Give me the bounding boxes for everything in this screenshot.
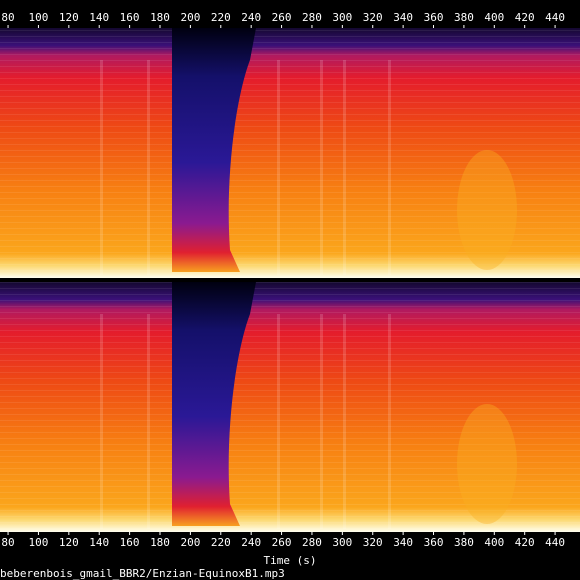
- x-tick-label: 400: [484, 536, 504, 549]
- x-tick-label: 360: [424, 11, 444, 24]
- x-tick-label: 400: [484, 11, 504, 24]
- file-caption: beberenbois_gmail_BBR2/Enzian-EquinoxB1.…: [0, 567, 285, 580]
- spectrogram-dip: [172, 28, 256, 272]
- x-tick-label: 140: [89, 536, 109, 549]
- x-tick-label: 80: [1, 11, 14, 24]
- x-tick-label: 240: [241, 536, 261, 549]
- x-tick-label: 380: [454, 11, 474, 24]
- x-tick-label: 100: [29, 536, 49, 549]
- x-tick-label: 280: [302, 11, 322, 24]
- x-tick-label: 220: [211, 11, 231, 24]
- x-tick-label: 380: [454, 536, 474, 549]
- spectrogram-region: [457, 404, 517, 524]
- x-tick-label: 180: [150, 11, 170, 24]
- x-tick-label: 160: [120, 11, 140, 24]
- x-axis-label: Time (s): [264, 554, 317, 567]
- x-tick-label: 200: [180, 11, 200, 24]
- x-tick-label: 80: [1, 536, 14, 549]
- x-tick-label: 300: [332, 536, 352, 549]
- x-tick-label: 420: [515, 11, 535, 24]
- spectrogram-transients: [100, 314, 391, 529]
- channel-2: [0, 282, 580, 532]
- x-tick-label: 440: [545, 536, 565, 549]
- spectrogram-transients: [100, 60, 391, 275]
- x-tick-label: 120: [59, 11, 79, 24]
- x-tick-label: 300: [332, 11, 352, 24]
- x-tick-label: 320: [363, 11, 383, 24]
- x-tick-label: 200: [180, 536, 200, 549]
- x-tick-label: 220: [211, 536, 231, 549]
- spectrogram-texture: [0, 282, 580, 532]
- x-tick-label: 320: [363, 536, 383, 549]
- x-tick-label: 140: [89, 11, 109, 24]
- x-tick-label: 120: [59, 536, 79, 549]
- channel-1: [0, 28, 580, 278]
- spectrogram-dip: [172, 282, 256, 526]
- x-tick-label: 260: [272, 536, 292, 549]
- spectrogram-region: [457, 150, 517, 270]
- x-tick-label: 260: [272, 11, 292, 24]
- x-tick-label: 440: [545, 11, 565, 24]
- x-tick-label: 180: [150, 536, 170, 549]
- x-tick-label: 160: [120, 536, 140, 549]
- spectrogram-texture: [0, 28, 580, 278]
- x-tick-label: 280: [302, 536, 322, 549]
- x-tick-label: 240: [241, 11, 261, 24]
- x-tick-label: 340: [393, 536, 413, 549]
- x-tick-label: 340: [393, 11, 413, 24]
- x-tick-label: 420: [515, 536, 535, 549]
- x-tick-label: 360: [424, 536, 444, 549]
- x-tick-label: 100: [29, 11, 49, 24]
